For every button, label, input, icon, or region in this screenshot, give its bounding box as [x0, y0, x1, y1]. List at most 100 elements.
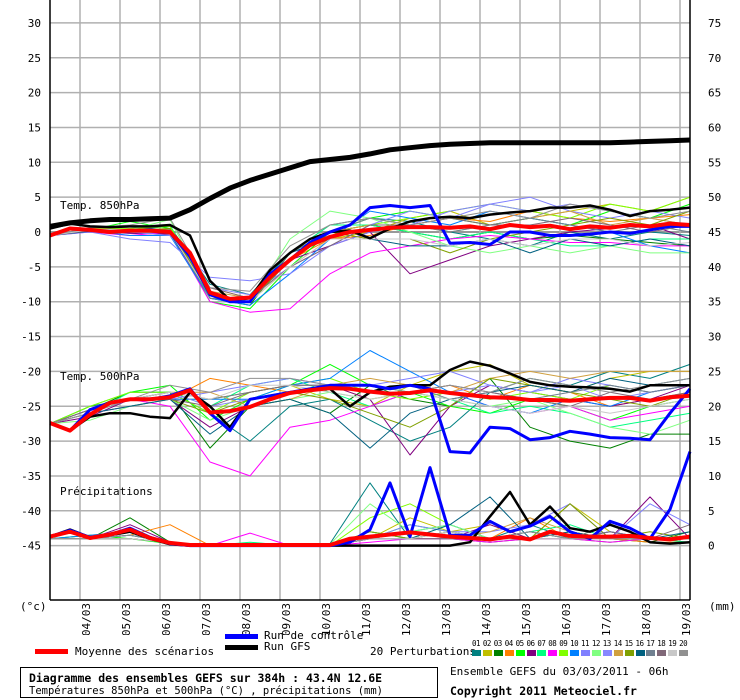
perturbation-swatch [657, 650, 667, 656]
y-right-tick-label: 15 [708, 435, 721, 448]
perturbation-swatch [482, 650, 492, 656]
perturbation-swatch [602, 650, 612, 656]
t500-ensemble-mean [49, 386, 691, 433]
y-right-unit: (mm) [709, 600, 736, 613]
perturbation-swatch [591, 650, 601, 656]
y-left-unit: (°c) [20, 600, 47, 613]
perturbation-number: 04 [504, 639, 514, 648]
perturbation-number: 02 [482, 639, 492, 648]
perturbation-swatch [624, 650, 634, 656]
legend-control-label: Run de contrôle [264, 629, 364, 642]
perturbation-number: 12 [591, 639, 601, 648]
x-tick-label: 06/03 [160, 603, 173, 635]
t500-perturbation-19 [49, 384, 691, 425]
perturbation-number: 01 [472, 639, 481, 648]
copyright: Copyright 2011 Meteociel.fr [450, 684, 637, 698]
run-info: Ensemble GEFS du 03/03/2011 - 06h [450, 665, 669, 678]
x-tick-label: 05/03 [120, 603, 133, 635]
x-tick-label: 17/03 [600, 603, 613, 635]
x-tick-label: 18/03 [640, 603, 653, 635]
chart-title: Diagramme des ensembles GEFS sur 384h : … [29, 671, 383, 685]
perturbation-number: 10 [570, 639, 579, 648]
y-left-tick-label: -15 [21, 331, 41, 344]
t850-perturbation-11 [49, 196, 691, 282]
perturbation-number: 16 [635, 639, 645, 648]
y-right-tick-label: 25 [708, 365, 721, 378]
perturbation-swatch [613, 650, 623, 656]
upper-black-line [49, 137, 691, 229]
perturbation-number: 15 [624, 639, 634, 648]
y-right-tick-label: 65 [708, 87, 721, 100]
y-left-tick-label: -35 [21, 470, 41, 483]
perturbation-swatch [526, 650, 536, 656]
legend-mean-label: Moyenne des scénarios [75, 645, 215, 658]
y-left-tick-label: 15 [28, 121, 41, 134]
perturbation-number: 18 [657, 639, 666, 648]
perturbation-number: 09 [559, 639, 568, 648]
x-tick-label: 11/03 [360, 603, 373, 635]
y-left-tick-label: -30 [21, 435, 41, 448]
y-left-tick-label: 30 [28, 17, 41, 30]
t850-ensemble-mean [49, 221, 691, 301]
y-right-tick-label: 0 [708, 540, 715, 553]
x-tick-label: 13/03 [440, 603, 453, 635]
title-box: Diagramme des ensembles GEFS sur 384h : … [20, 667, 438, 698]
t500-perturbation-01 [49, 363, 691, 442]
x-tick-label: 16/03 [560, 603, 573, 635]
perturbation-number: 03 [493, 639, 503, 648]
x-tick-label: 07/03 [200, 603, 213, 635]
y-right-tick-label: 50 [708, 191, 721, 204]
x-tick-label: 19/03 [680, 603, 693, 635]
perturbation-number: 08 [548, 639, 557, 648]
y-right-tick-label: 75 [708, 17, 721, 30]
y-right-tick-label: 60 [708, 121, 721, 134]
perturbation-swatch [581, 650, 590, 656]
x-tick-label: 04/03 [80, 603, 93, 635]
y-right-tick-label: 30 [708, 331, 721, 344]
panel-label-500: Temp. 500hPa [60, 370, 139, 383]
legend-mean-swatch [35, 649, 68, 654]
perturbation-number: 20 [679, 639, 688, 648]
perturbation-number: 17 [646, 639, 655, 648]
legend-control-swatch [225, 634, 258, 639]
axes: 302520151050-5-10-15-20-25-30-35-40-4575… [21, 0, 721, 635]
y-left-tick-label: -5 [28, 261, 41, 274]
y-right-tick-label: 20 [708, 400, 721, 413]
ensemble-chart: 302520151050-5-10-15-20-25-30-35-40-4575… [20, 0, 736, 635]
panel-label-precip: Précipitations [60, 485, 153, 498]
perturbation-number: 07 [537, 639, 546, 648]
perturbation-swatch [472, 650, 481, 656]
t850-gfs-run [49, 204, 691, 302]
y-left-tick-label: 25 [28, 52, 41, 65]
x-tick-label: 09/03 [280, 603, 293, 635]
t500-perturbation-08 [49, 391, 691, 477]
y-left-tick-label: -40 [21, 505, 41, 518]
x-tick-label: 12/03 [400, 603, 413, 635]
grid [50, 0, 690, 600]
perturbation-swatch [493, 650, 503, 656]
legend-gfs-label: Run GFS [264, 640, 311, 653]
perturbation-swatch [646, 650, 656, 656]
y-left-tick-label: -25 [21, 400, 41, 413]
legend-perturbations-label: 20 Perturbations [370, 645, 476, 658]
y-left-tick-label: -45 [21, 540, 41, 553]
perturbation-number: 19 [668, 639, 677, 648]
perturbation-swatch [668, 650, 678, 656]
perturbation-swatch [548, 650, 558, 656]
x-tick-label: 15/03 [520, 603, 533, 635]
y-right-tick-label: 35 [708, 296, 721, 309]
y-left-tick-label: 20 [28, 87, 41, 100]
perturbation-swatch [559, 650, 569, 656]
t850-perturbation-08 [49, 231, 690, 313]
t850-perturbation-09 [49, 196, 691, 303]
perturbation-swatch [635, 650, 645, 656]
y-right-tick-label: 45 [708, 226, 721, 239]
perturbation-swatch [537, 650, 547, 656]
x-tick-label: 08/03 [240, 603, 253, 635]
y-left-tick-label: 5 [34, 191, 41, 204]
panel-label-850: Temp. 850hPa [60, 199, 139, 212]
y-right-tick-label: 10 [708, 470, 721, 483]
precip_mm-ensemble-mean [49, 527, 691, 547]
perturbation-swatch [570, 650, 580, 656]
x-tick-label: 10/03 [320, 603, 333, 635]
